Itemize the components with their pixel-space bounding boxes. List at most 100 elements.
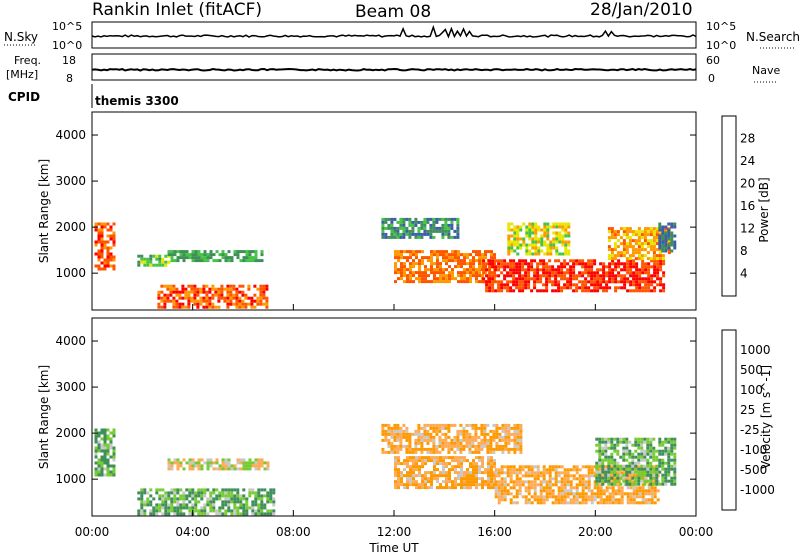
data-cell — [175, 299, 179, 303]
data-cell — [593, 277, 597, 281]
data-cell — [272, 497, 276, 501]
data-cell — [634, 242, 638, 246]
colorbar-tick-label: 12 — [740, 222, 755, 236]
data-cell — [191, 503, 195, 507]
data-cell — [384, 450, 388, 454]
colorbar-tick-label: -500 — [740, 463, 767, 477]
data-cell — [448, 477, 451, 481]
data-cell — [211, 287, 215, 291]
data-cell — [548, 465, 552, 469]
data-cell — [164, 497, 168, 501]
data-cell — [194, 256, 198, 260]
data-cell — [646, 440, 650, 444]
data-cell — [167, 494, 171, 498]
data-cell — [423, 447, 427, 451]
data-cell — [227, 256, 231, 260]
data-cell — [506, 489, 510, 493]
data-cell — [191, 256, 195, 260]
data-cell — [463, 474, 466, 478]
colorbar-tick-label: 24 — [740, 154, 755, 168]
data-cell — [545, 286, 549, 290]
data-cell — [599, 501, 603, 505]
data-cell — [221, 491, 225, 495]
data-cell — [200, 458, 204, 462]
data-cell — [572, 474, 576, 478]
data-cell — [140, 494, 144, 498]
data-cell — [155, 488, 159, 492]
data-cell — [405, 232, 409, 236]
data-cell — [552, 222, 556, 226]
data-cell — [643, 467, 647, 471]
data-cell — [524, 286, 528, 290]
data-cell — [487, 477, 490, 481]
data-cell — [471, 423, 475, 427]
data-cell — [100, 240, 104, 244]
data-cell — [412, 274, 415, 278]
data-cell — [503, 265, 507, 269]
data-cell — [662, 283, 666, 287]
data-cell — [447, 423, 451, 427]
data-cell — [423, 435, 427, 439]
data-cell — [563, 486, 567, 490]
data-cell — [667, 473, 671, 477]
data-cell — [485, 268, 489, 272]
data-cell — [402, 232, 406, 236]
data-cell — [614, 274, 618, 278]
data-cell — [628, 242, 632, 246]
data-cell — [578, 468, 582, 472]
data-cell — [664, 446, 668, 450]
data-cell — [649, 239, 653, 243]
data-cell — [599, 486, 603, 490]
data-cell — [527, 492, 531, 496]
data-cell — [173, 497, 177, 501]
data-cell — [484, 250, 487, 254]
data-cell — [212, 491, 216, 495]
data-cell — [439, 262, 442, 266]
data-cell — [182, 497, 186, 501]
data-cell — [507, 237, 511, 241]
data-cell — [560, 465, 564, 469]
data-cell — [182, 253, 186, 257]
data-cell — [193, 299, 197, 303]
data-cell — [233, 488, 237, 492]
data-cell — [625, 452, 629, 456]
data-cell — [230, 464, 234, 468]
data-cell — [507, 438, 511, 442]
data-cell — [176, 512, 180, 516]
data-cell — [203, 259, 207, 263]
data-cell — [447, 217, 451, 221]
data-cell — [533, 274, 537, 278]
data-cell — [640, 236, 644, 240]
data-cell — [516, 243, 520, 247]
data-cell — [424, 456, 427, 460]
data-cell — [140, 491, 144, 495]
data-cell — [188, 509, 192, 513]
data-cell — [229, 296, 233, 300]
x-tick-label: 12:00 — [377, 525, 412, 539]
data-cell — [613, 233, 617, 237]
data-cell — [613, 479, 617, 483]
data-cell — [567, 234, 571, 238]
data-cell — [146, 500, 150, 504]
data-cell — [430, 456, 433, 460]
data-cell — [442, 274, 445, 278]
data-cell — [477, 426, 481, 430]
data-cell — [487, 486, 490, 490]
data-cell — [155, 512, 159, 516]
data-cell — [384, 438, 388, 442]
data-cell — [381, 229, 385, 233]
data-cell — [250, 302, 254, 306]
data-cell — [513, 249, 517, 253]
data-cell — [176, 497, 180, 501]
data-cell — [578, 274, 582, 278]
data-cell — [182, 467, 186, 471]
data-cell — [161, 512, 165, 516]
data-cell — [628, 245, 632, 249]
data-cell — [539, 495, 543, 499]
data-cell — [448, 486, 451, 490]
data-cell — [442, 277, 445, 281]
data-cell — [587, 498, 591, 502]
data-cell — [475, 250, 478, 254]
data-cell — [587, 480, 591, 484]
data-cell — [396, 450, 400, 454]
